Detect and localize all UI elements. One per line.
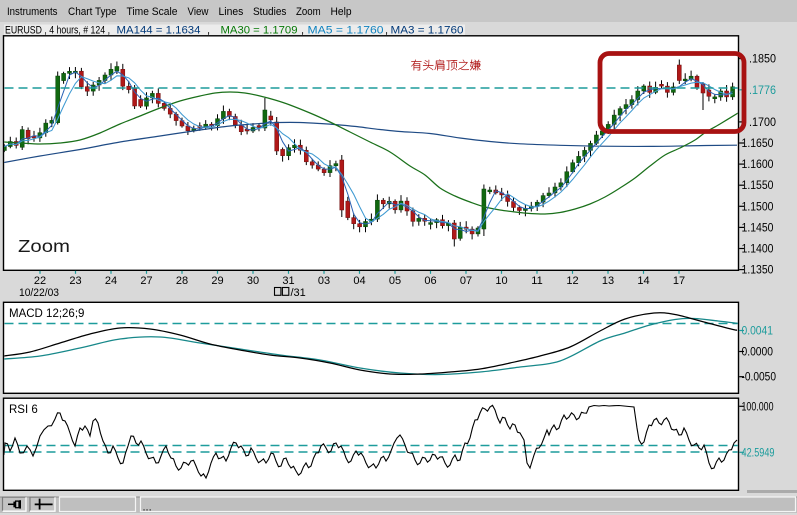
svg-text:05: 05 [389, 275, 401, 287]
svg-text:27: 27 [140, 275, 152, 287]
svg-text:22: 22 [34, 275, 46, 287]
svg-text:View: View [188, 6, 209, 18]
svg-text:1.1650: 1.1650 [742, 138, 774, 150]
svg-text:...: ... [143, 502, 152, 514]
svg-text:MA3 = 1.1760: MA3 = 1.1760 [391, 25, 464, 37]
svg-text:Chart Type: Chart Type [68, 6, 117, 18]
svg-text:1.1350: 1.1350 [742, 265, 774, 277]
svg-text:MA30 = 1.1709: MA30 = 1.1709 [221, 25, 298, 37]
svg-text:Zoom: Zoom [18, 236, 70, 256]
svg-text:14: 14 [637, 275, 649, 287]
svg-text:/31: /31 [291, 287, 306, 299]
svg-text:Time Scale: Time Scale [127, 6, 178, 18]
svg-text:0.0041: 0.0041 [742, 326, 774, 338]
svg-text:10: 10 [495, 275, 507, 287]
svg-text:.1850: .1850 [749, 54, 776, 66]
svg-text:1.1550: 1.1550 [742, 180, 774, 192]
svg-text:MACD 12;26;9: MACD 12;26;9 [9, 308, 84, 320]
svg-text:Help: Help [331, 6, 352, 18]
svg-text:13: 13 [602, 275, 614, 287]
svg-text:30: 30 [247, 275, 259, 287]
svg-text:-0.0050: -0.0050 [742, 372, 777, 384]
svg-text:11: 11 [531, 275, 542, 287]
svg-text:1.1500: 1.1500 [742, 201, 774, 213]
svg-text:100.000: 100.000 [742, 401, 774, 413]
svg-text:06: 06 [424, 275, 436, 287]
svg-text:MA5 = 1.1760: MA5 = 1.1760 [308, 25, 384, 37]
svg-text:Lines: Lines [219, 6, 244, 18]
svg-text:,: , [385, 25, 388, 37]
svg-text:04: 04 [353, 275, 365, 287]
svg-text:Instruments: Instruments [7, 6, 58, 18]
svg-text:28: 28 [176, 275, 188, 287]
svg-text:0.0000: 0.0000 [742, 347, 774, 359]
svg-text:RSI 6: RSI 6 [9, 404, 38, 416]
svg-text:29: 29 [211, 275, 223, 287]
svg-text:MA144 = 1.1634: MA144 = 1.1634 [117, 25, 201, 37]
svg-text:03: 03 [318, 275, 330, 287]
svg-text:17: 17 [673, 275, 685, 287]
svg-text:1.1600: 1.1600 [742, 159, 774, 171]
svg-text:12: 12 [566, 275, 578, 287]
svg-text:10/22/03: 10/22/03 [19, 287, 59, 299]
svg-text:24: 24 [105, 275, 117, 287]
svg-text:EURUSD , 4 hours, # 124 ,: EURUSD , 4 hours, # 124 , [5, 25, 110, 37]
svg-text:07: 07 [460, 275, 472, 287]
svg-text:Zoom: Zoom [296, 6, 321, 18]
svg-text:1.1450: 1.1450 [742, 222, 774, 234]
svg-text:1.1400: 1.1400 [742, 244, 774, 256]
svg-text:,: , [207, 25, 210, 37]
svg-text:.1700: .1700 [749, 117, 776, 129]
svg-text:Studies: Studies [253, 6, 287, 18]
svg-text:42.5949: 42.5949 [742, 447, 775, 459]
svg-text:,: , [301, 25, 304, 37]
svg-text:23: 23 [69, 275, 81, 287]
svg-text:.1776: .1776 [749, 85, 776, 97]
svg-text:31: 31 [282, 275, 294, 287]
